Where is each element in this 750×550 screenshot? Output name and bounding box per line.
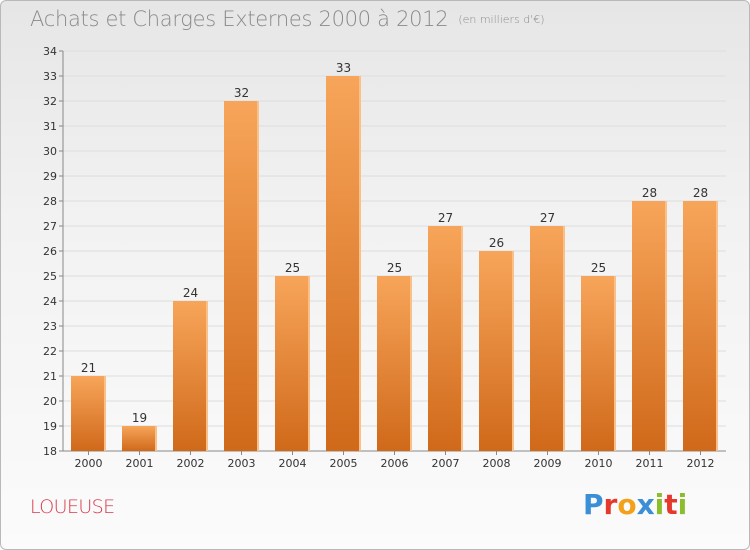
data-label-2003: 32 — [234, 86, 249, 100]
data-label-2012: 28 — [693, 186, 708, 200]
y-tick-label: 23 — [43, 320, 57, 333]
y-tick-label: 20 — [43, 395, 57, 408]
bar-2008 — [479, 251, 514, 451]
bar-2001 — [122, 426, 157, 451]
x-tick-label: 2005 — [330, 457, 358, 470]
bar-2012 — [683, 201, 718, 451]
data-label-2011: 28 — [642, 186, 657, 200]
x-tick-label: 2000 — [75, 457, 103, 470]
chart-title: Achats et Charges Externes 2000 à 2012 (e… — [30, 7, 545, 31]
y-tick-label: 21 — [43, 370, 57, 383]
data-label-2000: 21 — [81, 361, 96, 375]
x-tick-label: 2002 — [177, 457, 205, 470]
y-tick-label: 19 — [43, 420, 57, 433]
data-label-2004: 25 — [285, 261, 300, 275]
bar-2004 — [275, 276, 310, 451]
x-tick-label: 2012 — [687, 457, 715, 470]
x-tick-label: 2007 — [432, 457, 460, 470]
commune-name: LOUEUSE — [30, 496, 115, 518]
bar-2011 — [632, 201, 667, 451]
y-tick-label: 24 — [43, 295, 57, 308]
x-tick-label: 2003 — [228, 457, 256, 470]
y-tick-label: 18 — [43, 445, 57, 458]
data-label-2005: 33 — [336, 61, 351, 75]
bar-2006 — [377, 276, 412, 451]
data-label-2006: 25 — [387, 261, 402, 275]
data-label-2007: 27 — [438, 211, 453, 225]
y-tick-label: 34 — [43, 45, 57, 58]
chart-title-text: Achats et Charges Externes 2000 à 2012 — [30, 7, 449, 31]
y-tick-label: 22 — [43, 345, 57, 358]
logo-letter: o — [617, 488, 637, 521]
y-tick-label: 33 — [43, 70, 57, 83]
y-tick-label: 29 — [43, 170, 57, 183]
chart-subtitle: (en milliers d'€) — [458, 13, 545, 26]
data-label-2001: 19 — [132, 411, 147, 425]
bar-2005 — [326, 76, 361, 451]
logo-letter: i — [677, 488, 688, 521]
bar-2010 — [581, 276, 616, 451]
logo-letter: i — [654, 488, 665, 521]
x-tick-label: 2009 — [534, 457, 562, 470]
logo-letter: t — [664, 488, 678, 521]
bar-2009 — [530, 226, 565, 451]
logo-letter: r — [603, 488, 618, 521]
x-tick-label: 2011 — [636, 457, 664, 470]
bar-2000 — [71, 376, 106, 451]
x-tick-label: 2010 — [585, 457, 613, 470]
x-tick-label: 2006 — [381, 457, 409, 470]
data-label-2009: 27 — [540, 211, 555, 225]
y-tick-label: 32 — [43, 95, 57, 108]
logo-letter: x — [636, 488, 655, 521]
logo-letter: P — [583, 488, 604, 521]
y-tick-label: 25 — [43, 270, 57, 283]
bar-2003 — [224, 101, 259, 451]
x-tick-label: 2001 — [126, 457, 154, 470]
data-label-2010: 25 — [591, 261, 606, 275]
x-tick-label: 2004 — [279, 457, 307, 470]
y-tick-label: 28 — [43, 195, 57, 208]
y-tick-label: 30 — [43, 145, 57, 158]
bar-2002 — [173, 301, 208, 451]
labels: 21 19 24 32 25 33 25 27 26 27 25 28 28 — [81, 61, 708, 425]
data-label-2002: 24 — [183, 286, 198, 300]
x-tick-label: 2008 — [483, 457, 511, 470]
y-tick-label: 27 — [43, 220, 57, 233]
data-label-2008: 26 — [489, 236, 504, 250]
y-tick-label: 31 — [43, 120, 57, 133]
bars — [71, 76, 718, 451]
y-tick-label: 26 — [43, 245, 57, 258]
bar-2007 — [428, 226, 463, 451]
proxiti-logo[interactable]: Proxiti — [583, 488, 687, 521]
